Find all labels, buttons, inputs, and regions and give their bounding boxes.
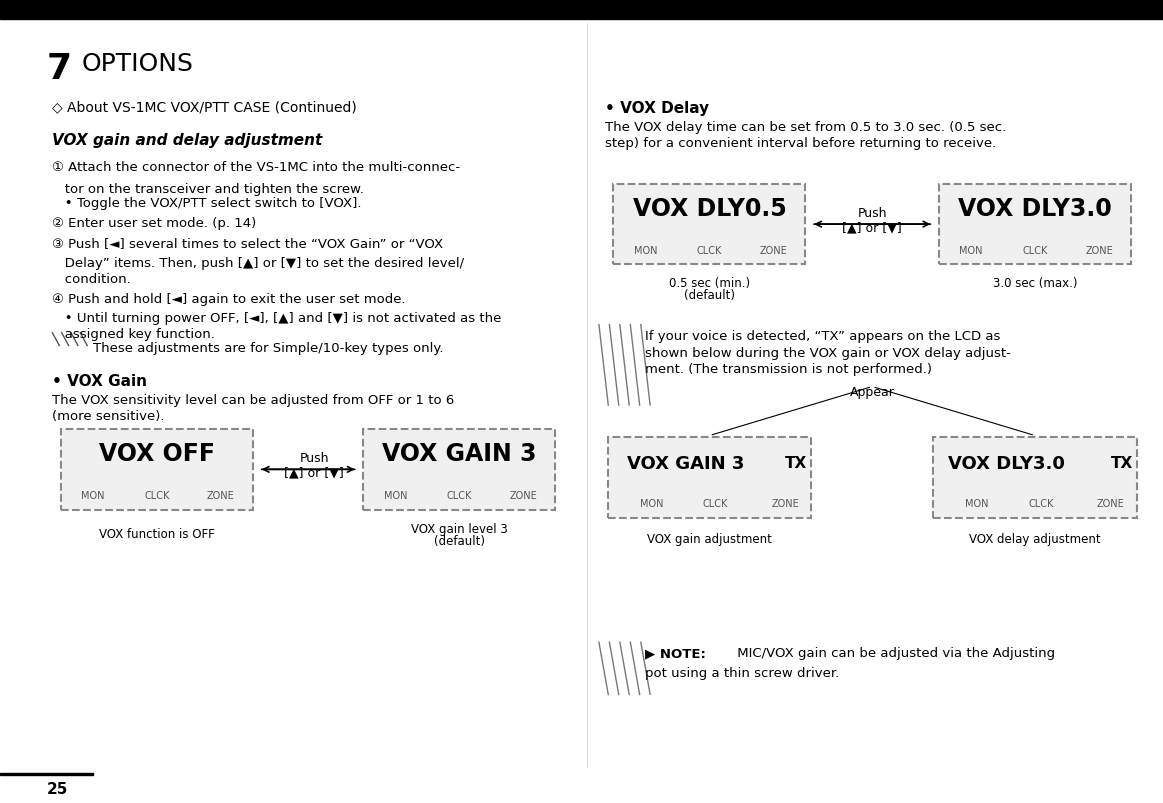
Text: ZONE: ZONE	[509, 491, 537, 500]
Text: MON: MON	[384, 491, 407, 500]
Text: condition.: condition.	[52, 273, 131, 286]
Text: step) for a convenient interval before returning to receive.: step) for a convenient interval before r…	[605, 137, 996, 149]
Text: (more sensitive).: (more sensitive).	[52, 410, 165, 422]
Bar	[0, 773, 93, 775]
Text: (default): (default)	[434, 534, 485, 547]
Text: (default): (default)	[684, 289, 735, 302]
Text: Delay” items. Then, push [▲] or [▼] to set the desired level/: Delay” items. Then, push [▲] or [▼] to s…	[52, 257, 464, 270]
Text: VOX function is OFF: VOX function is OFF	[99, 528, 215, 540]
FancyBboxPatch shape	[363, 430, 555, 510]
Text: MIC/VOX gain can be adjusted via the Adjusting: MIC/VOX gain can be adjusted via the Adj…	[733, 646, 1055, 659]
Text: VOX gain level 3: VOX gain level 3	[411, 522, 508, 535]
Text: ment. (The transmission is not performed.): ment. (The transmission is not performed…	[645, 363, 933, 376]
Text: shown below during the VOX gain or VOX delay adjust-: shown below during the VOX gain or VOX d…	[645, 347, 1012, 360]
Text: VOX GAIN 3: VOX GAIN 3	[383, 442, 536, 466]
FancyBboxPatch shape	[933, 438, 1137, 518]
Text: [▲] or [▼]: [▲] or [▼]	[842, 221, 902, 234]
Text: VOX gain adjustment: VOX gain adjustment	[647, 532, 772, 545]
Text: VOX delay adjustment: VOX delay adjustment	[969, 532, 1101, 545]
Text: VOX DLY3.0: VOX DLY3.0	[948, 454, 1064, 472]
Text: VOX GAIN 3: VOX GAIN 3	[628, 454, 744, 472]
Text: CLCK: CLCK	[1022, 246, 1048, 255]
Text: These adjustments are for Simple/10-key types only.: These adjustments are for Simple/10-key …	[93, 341, 443, 354]
Text: Appear: Appear	[850, 385, 894, 398]
Text: Push: Push	[857, 206, 887, 219]
Text: CLCK: CLCK	[697, 246, 722, 255]
Text: [▲] or [▼]: [▲] or [▼]	[284, 466, 344, 479]
Text: VOX OFF: VOX OFF	[99, 442, 215, 466]
Text: • VOX Delay: • VOX Delay	[605, 100, 709, 116]
Text: ▶ NOTE:: ▶ NOTE:	[645, 646, 706, 659]
Text: ② Enter user set mode. (p. 14): ② Enter user set mode. (p. 14)	[52, 217, 257, 230]
Text: assigned key function.: assigned key function.	[52, 328, 215, 340]
Text: Push: Push	[299, 451, 329, 464]
Text: The VOX delay time can be set from 0.5 to 3.0 sec. (0.5 sec.: The VOX delay time can be set from 0.5 t…	[605, 120, 1006, 133]
Text: 25: 25	[47, 781, 67, 796]
Text: OPTIONS: OPTIONS	[81, 52, 193, 76]
FancyBboxPatch shape	[607, 438, 812, 518]
Text: MON: MON	[965, 499, 989, 508]
Text: MON: MON	[640, 499, 663, 508]
Text: ◇ About VS-1MC VOX/PTT CASE (Continued): ◇ About VS-1MC VOX/PTT CASE (Continued)	[52, 100, 357, 114]
Text: ZONE: ZONE	[1097, 499, 1125, 508]
Text: The VOX sensitivity level can be adjusted from OFF or 1 to 6: The VOX sensitivity level can be adjuste…	[52, 393, 455, 406]
Text: ZONE: ZONE	[759, 246, 787, 255]
Text: VOX gain and delay adjustment: VOX gain and delay adjustment	[52, 132, 322, 148]
Text: TX: TX	[1111, 456, 1133, 471]
Text: CLCK: CLCK	[1028, 499, 1054, 508]
Text: ZONE: ZONE	[771, 499, 799, 508]
Text: VOX DLY3.0: VOX DLY3.0	[958, 197, 1112, 221]
Text: CLCK: CLCK	[702, 499, 728, 508]
Text: MON: MON	[634, 246, 657, 255]
Text: 3.0 sec (max.): 3.0 sec (max.)	[993, 277, 1077, 290]
Text: • Toggle the VOX/PTT select switch to [VOX].: • Toggle the VOX/PTT select switch to [V…	[52, 197, 362, 210]
Text: ZONE: ZONE	[207, 491, 235, 500]
Text: • VOX Gain: • VOX Gain	[52, 373, 148, 389]
Text: tor on the transceiver and tighten the screw.: tor on the transceiver and tighten the s…	[52, 182, 364, 195]
FancyBboxPatch shape	[940, 185, 1130, 265]
Text: 7: 7	[47, 52, 72, 86]
Text: ZONE: ZONE	[1085, 246, 1113, 255]
Text: pot using a thin screw driver.: pot using a thin screw driver.	[645, 666, 840, 679]
Text: • Until turning power OFF, [◄], [▲] and [▼] is not activated as the: • Until turning power OFF, [◄], [▲] and …	[52, 312, 501, 324]
Text: CLCK: CLCK	[447, 491, 472, 500]
Text: MON: MON	[959, 246, 983, 255]
Text: ④ Push and hold [◄] again to exit the user set mode.: ④ Push and hold [◄] again to exit the us…	[52, 293, 406, 306]
Text: ③ Push [◄] several times to select the “VOX Gain” or “VOX: ③ Push [◄] several times to select the “…	[52, 237, 443, 250]
FancyBboxPatch shape	[62, 430, 254, 510]
Text: MON: MON	[81, 491, 105, 500]
Text: ① Attach the connector of the VS-1MC into the multi-connec-: ① Attach the connector of the VS-1MC int…	[52, 161, 461, 173]
Bar	[0, 0, 1163, 20]
FancyBboxPatch shape	[614, 185, 806, 265]
Text: 0.5 sec (min.): 0.5 sec (min.)	[669, 277, 750, 290]
Text: TX: TX	[785, 456, 807, 471]
Text: If your voice is detected, “TX” appears on the LCD as: If your voice is detected, “TX” appears …	[645, 329, 1001, 342]
Text: CLCK: CLCK	[144, 491, 170, 500]
Text: VOX DLY0.5: VOX DLY0.5	[633, 197, 786, 221]
